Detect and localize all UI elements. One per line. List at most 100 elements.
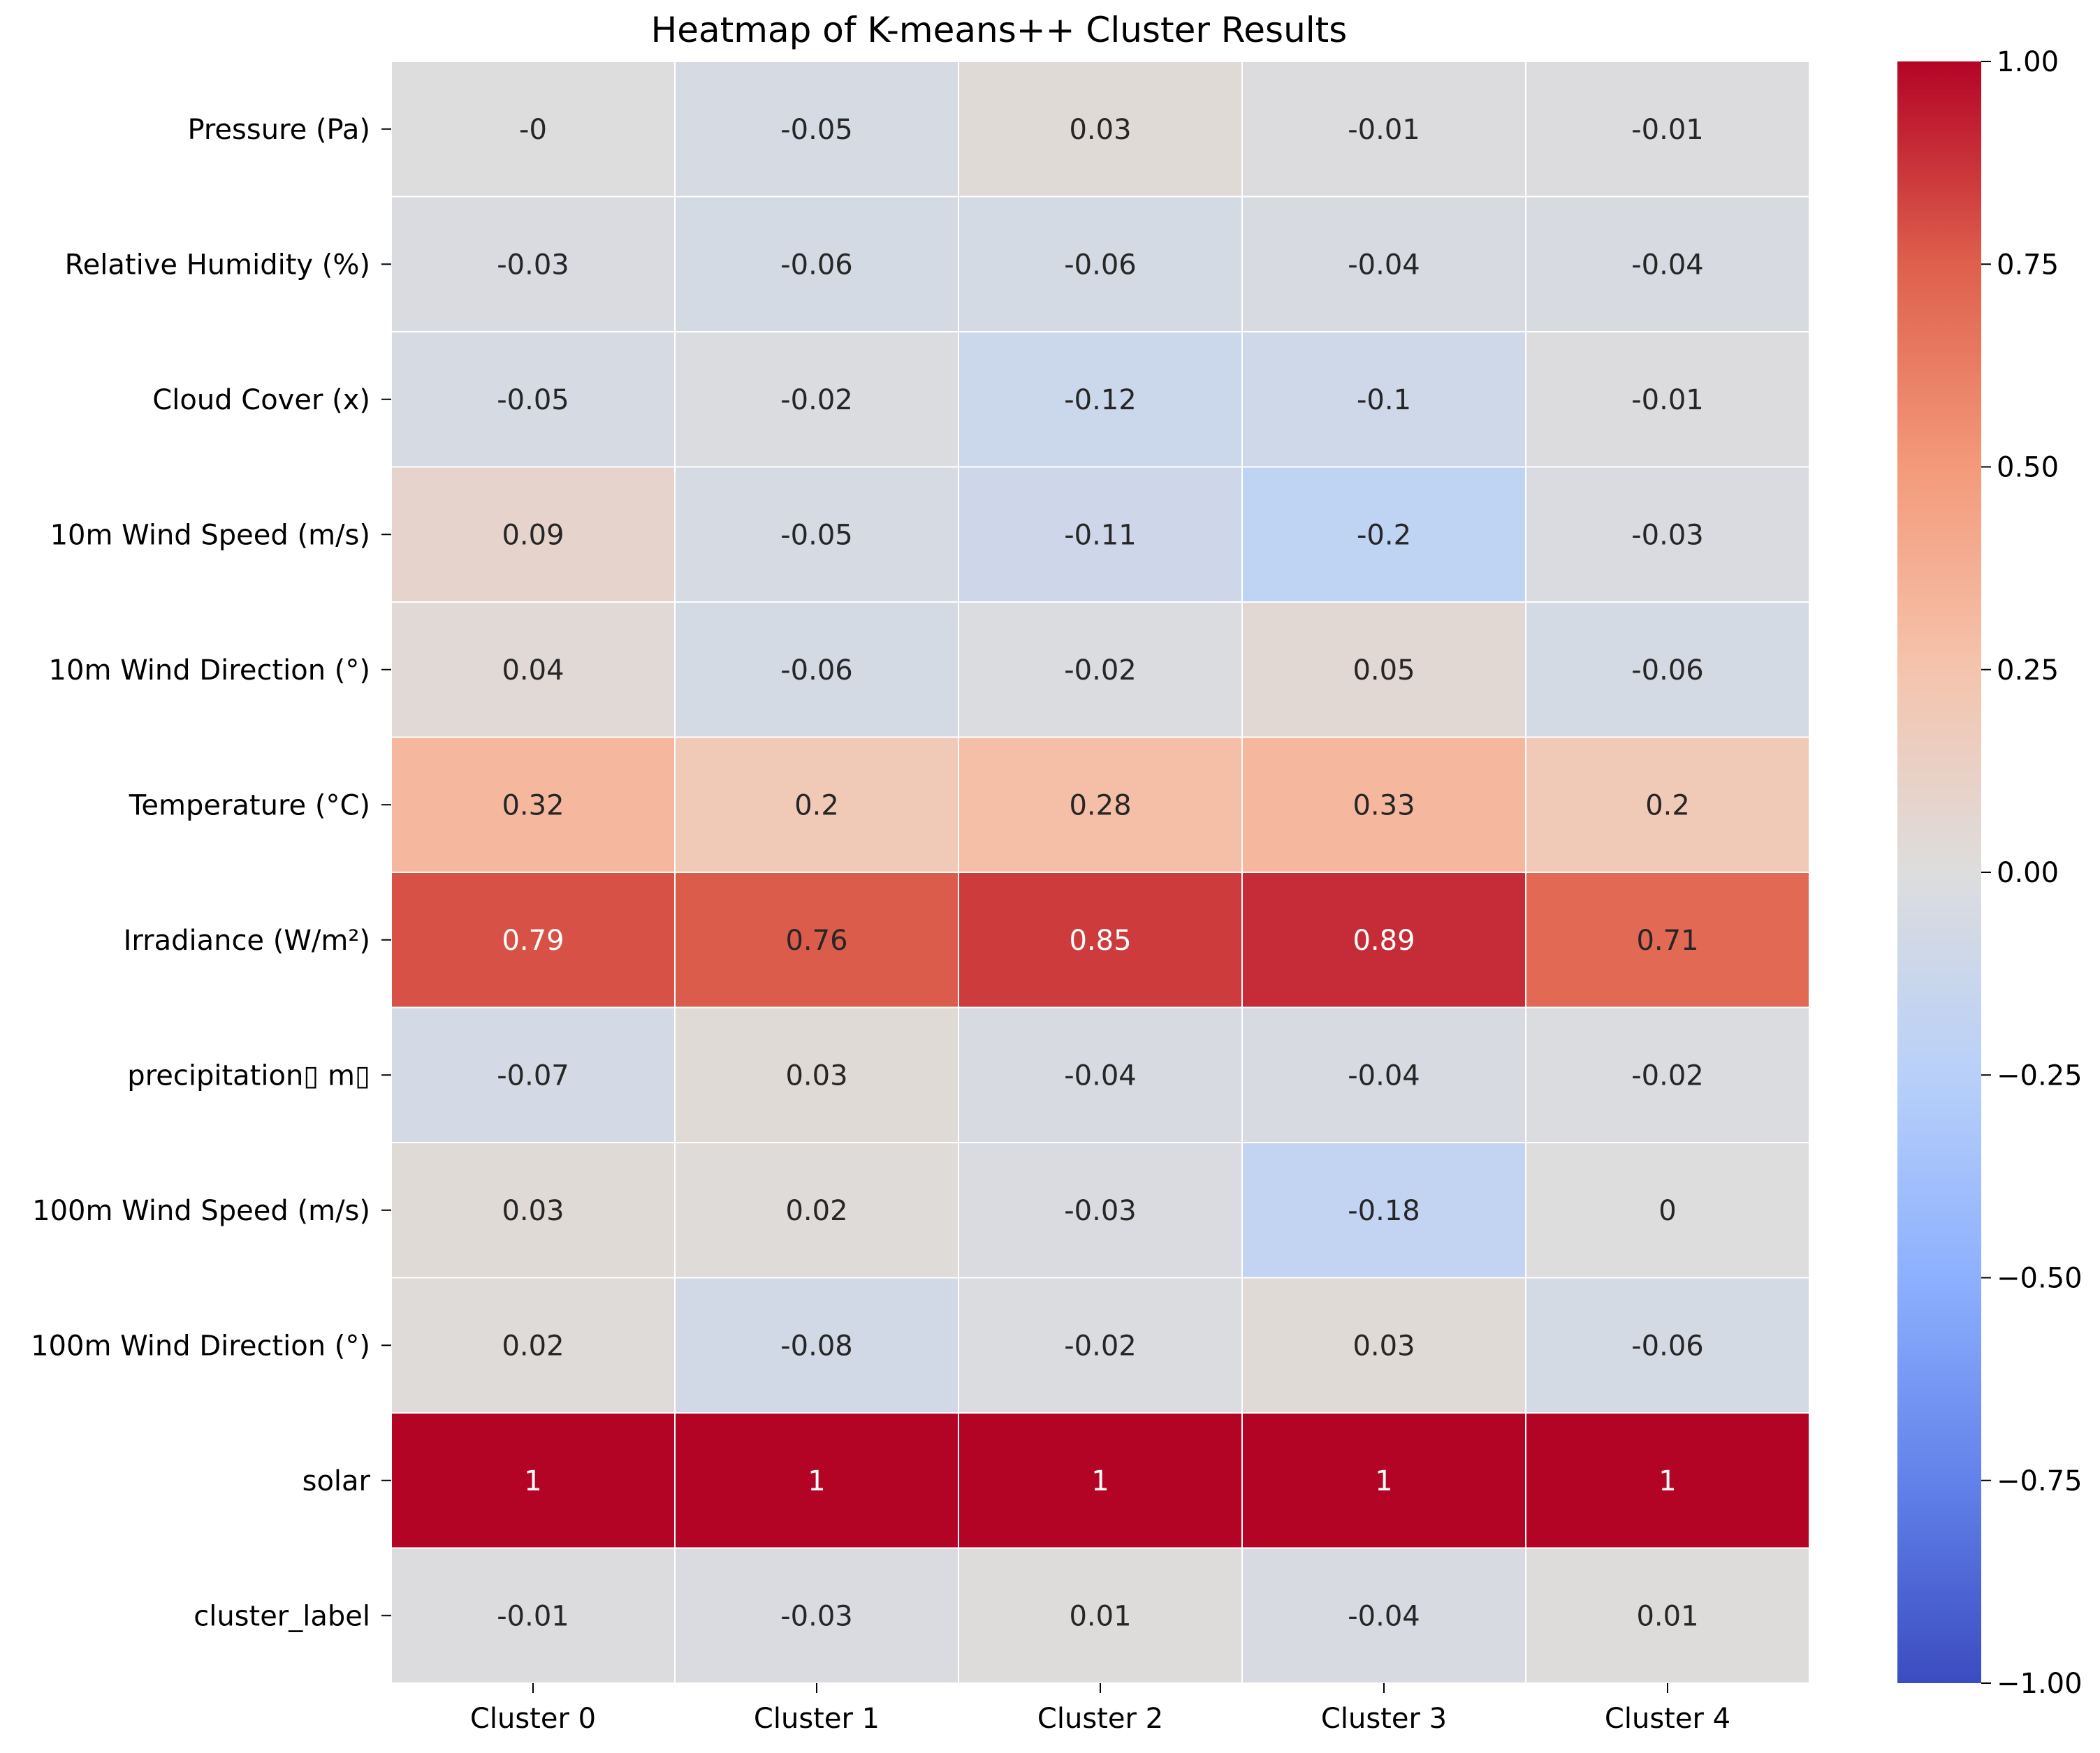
heatmap-cell (391, 1277, 676, 1414)
heatmap-cell (674, 1277, 959, 1414)
heatmap-cell (958, 1142, 1243, 1279)
cell-value-label: -0.03 (497, 249, 569, 281)
heatmap-cell (1525, 601, 1810, 738)
cell-value-label: -0.06 (780, 249, 853, 281)
x-tick-label: Cluster 0 (470, 1703, 596, 1735)
heatmap-cell (1525, 61, 1810, 198)
cell-value-label: -0 (519, 114, 547, 146)
y-tick-label: 10m Wind Speed (m/s) (50, 519, 370, 551)
colorbar-tick-label: −0.50 (1997, 1263, 2083, 1295)
cell-value-label: 0.01 (1069, 1600, 1131, 1632)
cell-value-label: 0.02 (502, 1330, 564, 1362)
colorbar: 1.00 0.75 0.50 0.25 0.00 −0.25 −0.50 −0.75 −1.00 (1897, 46, 2083, 1700)
heatmap-cell (958, 331, 1243, 468)
heatmap-cell (391, 1006, 676, 1143)
cell-value-label: -0.03 (1631, 519, 1704, 551)
heatmap-cell (391, 601, 676, 738)
cell-value-label: 1 (524, 1465, 541, 1497)
heatmap-cell (1525, 736, 1810, 873)
heatmap-cell (674, 61, 959, 198)
heatmap-cell (1241, 1412, 1526, 1549)
cell-value-label: 1 (1091, 1465, 1109, 1497)
cell-value-label: -0.04 (1348, 249, 1420, 281)
cell-value-label: -0.04 (1348, 1059, 1420, 1092)
heatmap-cell (1525, 1006, 1810, 1143)
heatmap-cell (1525, 872, 1810, 1008)
cell-value-label: -0.02 (1064, 654, 1137, 687)
heatmap-cell (391, 61, 676, 198)
x-tick-label: Cluster 1 (754, 1703, 880, 1735)
colorbar-tick-label: 1.00 (1997, 46, 2059, 78)
cell-value-label: -0.01 (1631, 114, 1704, 146)
x-axis-labels: Cluster 0 Cluster 1 Cluster 2 Cluster 3 Clus… (470, 1683, 1730, 1735)
cell-value-label: -0.1 (1357, 384, 1411, 416)
cell-value-label: -0.06 (1631, 654, 1704, 687)
cell-value-label: -0.06 (1631, 1330, 1704, 1362)
heatmap-cell (958, 736, 1243, 873)
heatmap-cell (1241, 466, 1526, 603)
cell-value-label: 0 (1658, 1195, 1676, 1227)
cell-value-label: 0.03 (1352, 1330, 1415, 1362)
cell-value-label: -0.01 (497, 1600, 569, 1632)
y-axis-labels: Pressure (Pa) Relative Humidity (%) Cloud … (31, 114, 391, 1632)
y-tick-label: 10m Wind Direction (°) (49, 654, 370, 687)
cell-value-label: 1 (1658, 1465, 1676, 1497)
heatmap-cell (1525, 1277, 1810, 1414)
cell-value-label: -0.06 (780, 654, 853, 687)
heatmap-cell (674, 1547, 959, 1684)
heatmap-cell (674, 466, 959, 603)
y-tick-label: Relative Humidity (%) (65, 249, 370, 281)
heatmap-cell (391, 1547, 676, 1684)
heatmap-cell (674, 331, 959, 468)
cell-value-label: -0.18 (1348, 1195, 1420, 1227)
cell-value-label: 0.09 (502, 519, 564, 551)
cell-value-label: -0.06 (1064, 249, 1137, 281)
heatmap-cell (958, 601, 1243, 738)
heatmap-cell (674, 1006, 959, 1143)
cell-value-label: 0.33 (1352, 789, 1415, 821)
cell-value-label: -0.04 (1064, 1059, 1137, 1092)
heatmap-cell (1525, 1412, 1810, 1549)
heatmap-cell (958, 61, 1243, 198)
cell-value-label: 0.28 (1069, 789, 1131, 821)
cell-value-label: -0.01 (1631, 384, 1704, 416)
heatmap-cell (1241, 331, 1526, 468)
cell-value-label: 0.76 (785, 925, 847, 957)
y-tick-label: 100m Wind Direction (°) (31, 1330, 370, 1362)
heatmap-cell (391, 872, 676, 1008)
cell-value-label: -0.2 (1357, 519, 1411, 551)
cell-value-label: -0.02 (780, 384, 853, 416)
colorbar-tick-label: −0.75 (1997, 1465, 2083, 1497)
cell-value-label: 1 (808, 1465, 825, 1497)
heatmap-cell (958, 1006, 1243, 1143)
heatmap-cell (958, 1412, 1243, 1549)
y-tick-label: 100m Wind Speed (m/s) (32, 1195, 370, 1227)
cell-value-label: -0.05 (780, 114, 853, 146)
colorbar-tick-label: −0.25 (1997, 1059, 2083, 1092)
cell-value-label: 0.79 (502, 925, 564, 957)
y-tick-label: solar (302, 1465, 371, 1497)
cell-value-label: -0.04 (1348, 1600, 1420, 1632)
cell-value-label: -0.08 (780, 1330, 853, 1362)
y-tick-label: Cloud Cover (x) (152, 384, 370, 416)
y-tick-label: Pressure (Pa) (187, 114, 370, 146)
heatmap-cell (1525, 466, 1810, 603)
heatmap-cell (1241, 1547, 1526, 1684)
heatmap-cell (1525, 196, 1810, 332)
y-tick-label: Irradiance (W/m²) (124, 925, 370, 957)
colorbar-tick-label: 0.50 (1997, 452, 2059, 484)
cell-value-label: -0.07 (497, 1059, 569, 1092)
heatmap-cell (391, 1412, 676, 1549)
heatmap-cell (1525, 331, 1810, 468)
colorbar-tick-label: −1.00 (1997, 1668, 2083, 1700)
cell-value-label: 0.89 (1352, 925, 1415, 957)
cell-value-label: -0.05 (780, 519, 853, 551)
cell-value-label: -0.04 (1631, 249, 1704, 281)
cell-value-label: -0.11 (1064, 519, 1137, 551)
heatmap-cells: -0 -0.05 0.03 -0.01 -0.01 -0.03 -0.06 -0.06 -0.0… (391, 61, 1810, 1684)
chart-title: Heatmap of K-means++ Cluster Results (651, 10, 1348, 50)
heatmap-cell (1241, 1277, 1526, 1414)
cell-value-label: 0.71 (1636, 925, 1698, 957)
cell-value-label: 0.04 (502, 654, 564, 687)
